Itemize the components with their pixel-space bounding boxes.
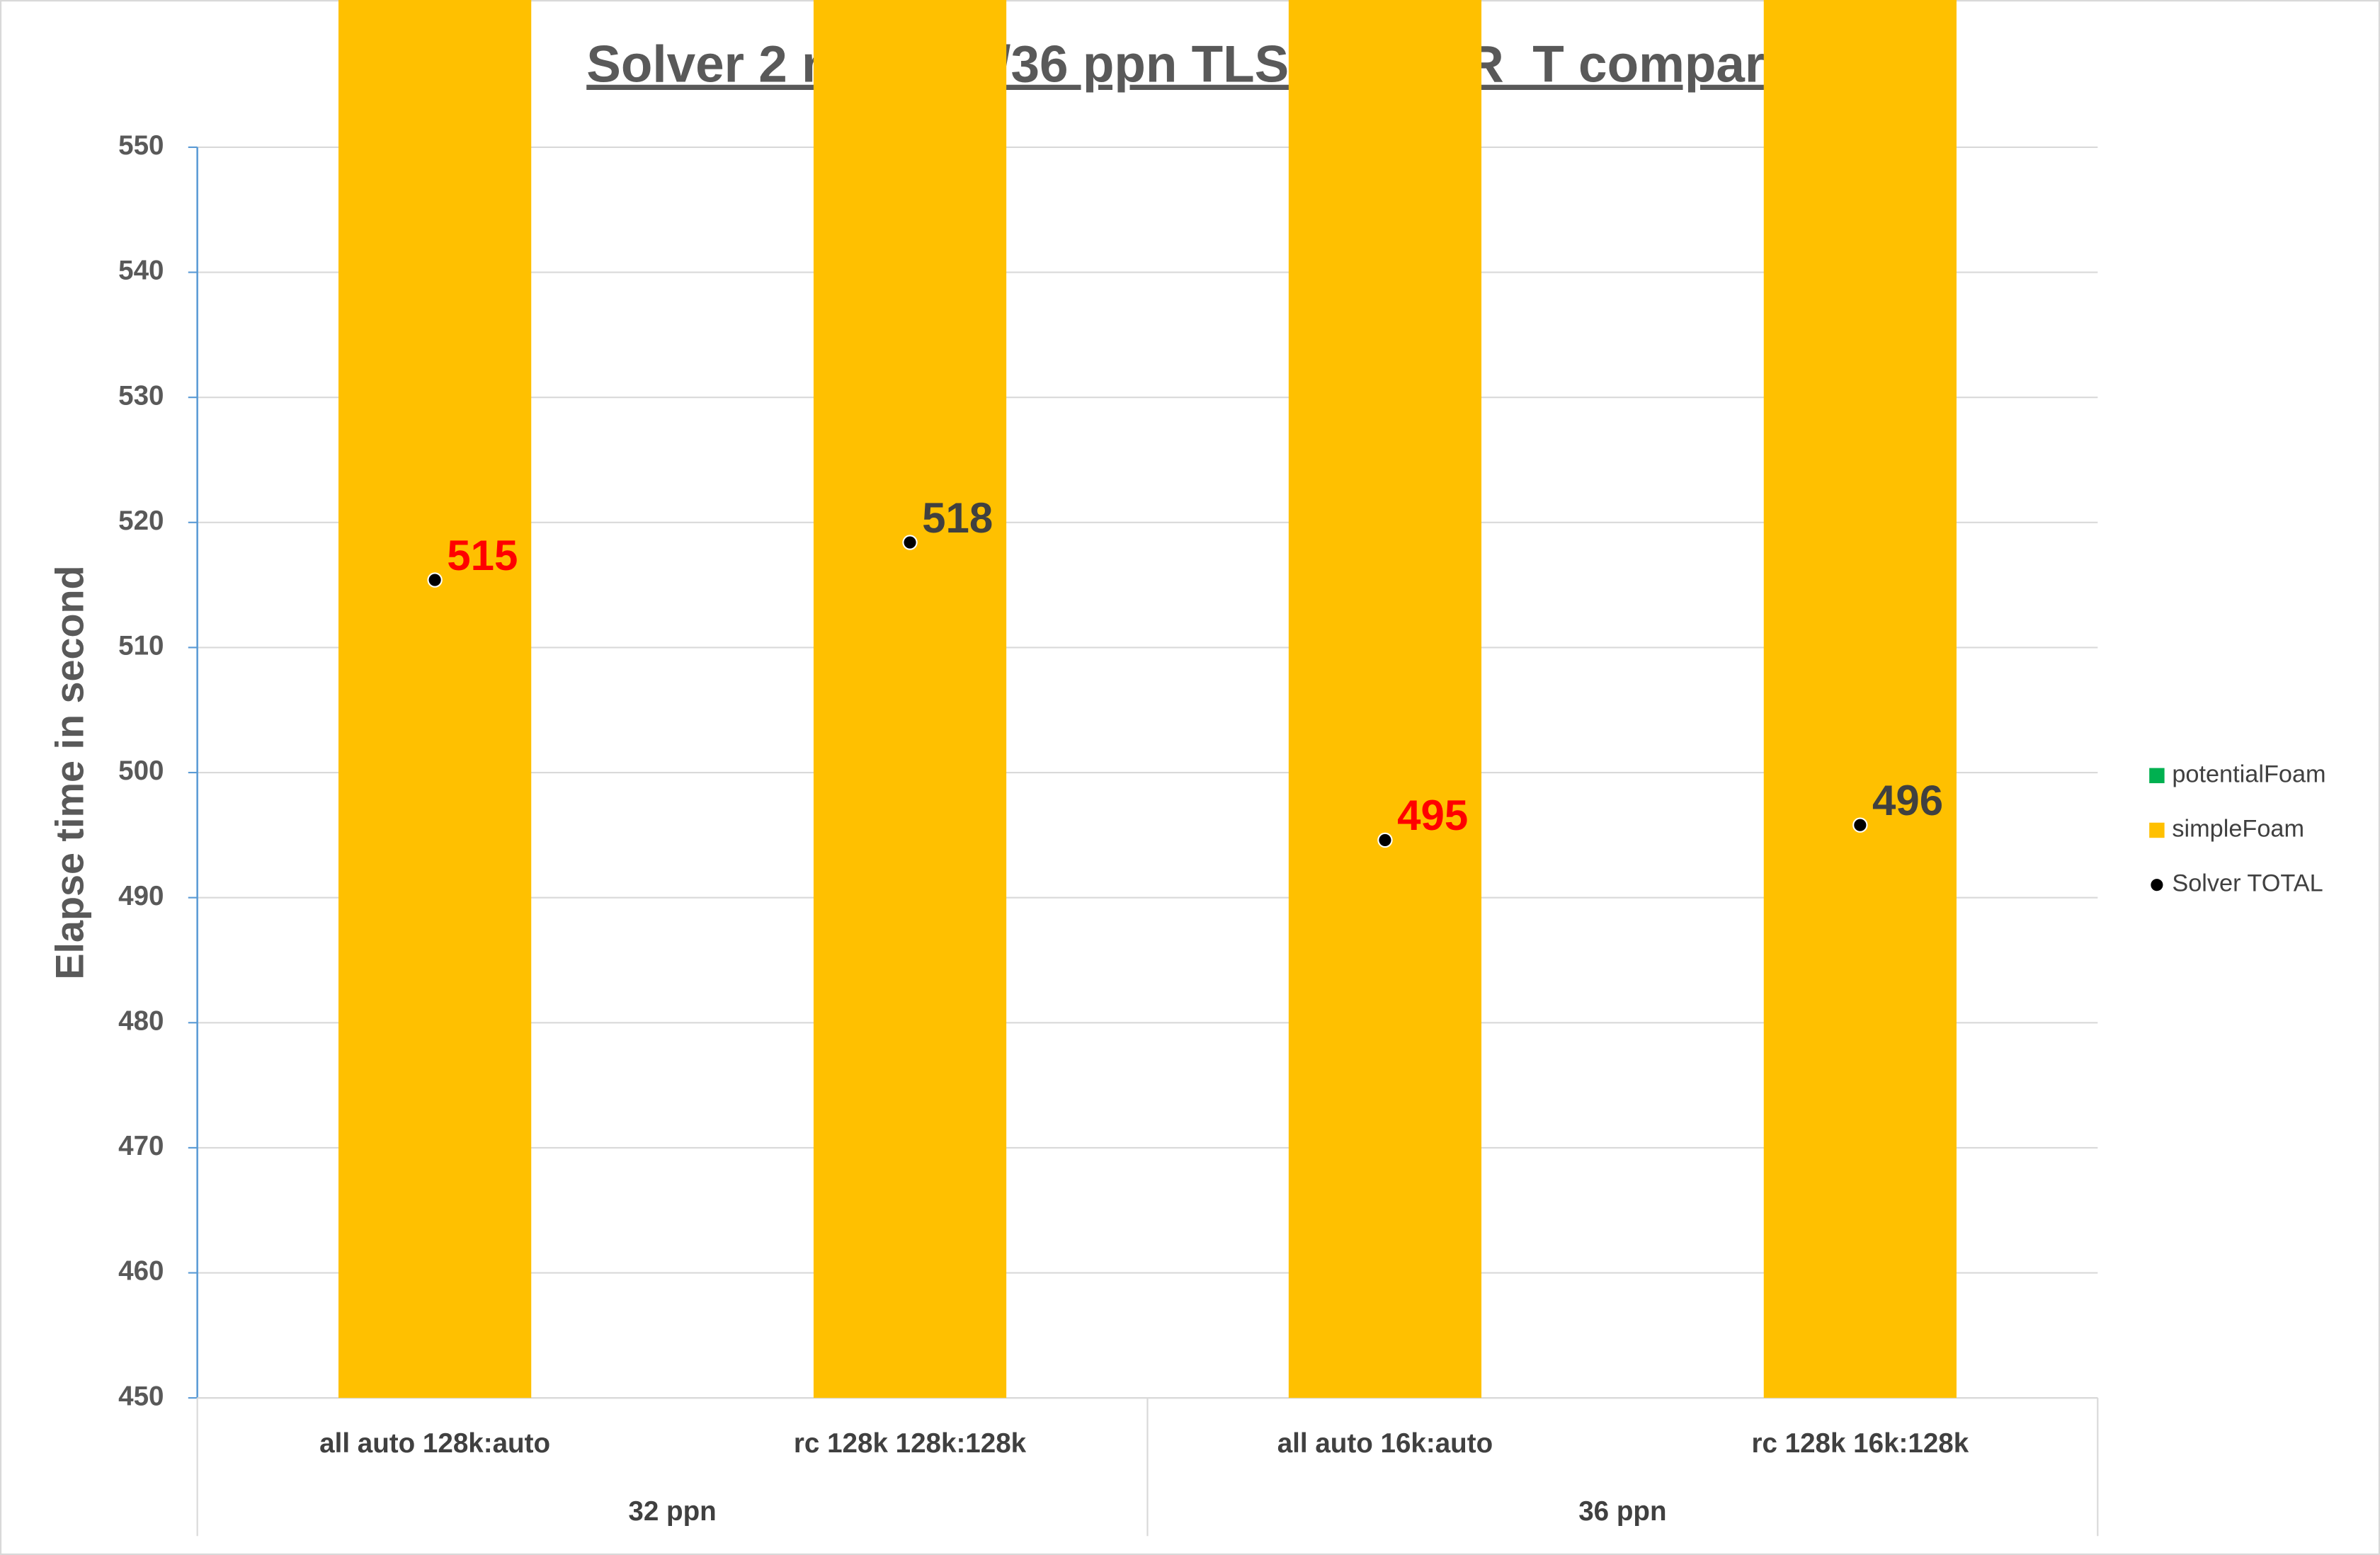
legend-swatch: [2149, 822, 2165, 838]
y-tick-label: 540: [118, 256, 164, 286]
data-label: 495: [1397, 792, 1468, 839]
legend-marker: [2149, 877, 2165, 893]
total-marker: [902, 535, 918, 550]
data-label: 515: [447, 532, 518, 579]
total-marker: [427, 572, 443, 588]
y-tick-label: 550: [118, 130, 164, 161]
data-label: 496: [1872, 777, 1943, 824]
legend-label: Solver TOTAL: [2172, 870, 2323, 897]
y-tick-label: 460: [118, 1256, 164, 1287]
x-tick-label: all auto 128k:auto: [319, 1428, 550, 1459]
y-axis-title: Elapse time in second: [48, 565, 92, 979]
x-tick-label: rc 128k 16k:128k: [1751, 1428, 1969, 1459]
y-tick-label: 500: [118, 756, 164, 786]
x-tick-label: rc 128k 128k:128k: [794, 1428, 1027, 1459]
bar-segment: [338, 0, 532, 1399]
bar-segment: [1763, 0, 1957, 1399]
y-tick-label: 450: [118, 1381, 164, 1411]
total-marker: [1852, 817, 1868, 833]
bar-segment: [1288, 0, 1482, 1399]
total-marker: [1377, 832, 1393, 848]
data-label: 518: [922, 494, 993, 542]
legend-swatch: [2149, 768, 2165, 784]
y-tick-label: 520: [118, 506, 164, 536]
legend-label: potentialFoam: [2172, 761, 2325, 787]
y-tick-label: 480: [118, 1006, 164, 1036]
y-tick-label: 510: [118, 631, 164, 661]
group-label: 36 ppn: [1578, 1496, 1666, 1527]
chart-title: Solver 2 node 32/36 ppn TLS / Z_T / R_T …: [586, 36, 1794, 93]
legend-label: simpleFoam: [2172, 816, 2304, 843]
y-tick-label: 490: [118, 881, 164, 911]
x-tick-label: all auto 16k:auto: [1277, 1428, 1493, 1459]
group-label: 32 ppn: [628, 1496, 716, 1527]
y-tick-label: 470: [118, 1131, 164, 1161]
bar-segment: [813, 0, 1007, 1399]
y-tick-label: 530: [118, 380, 164, 411]
